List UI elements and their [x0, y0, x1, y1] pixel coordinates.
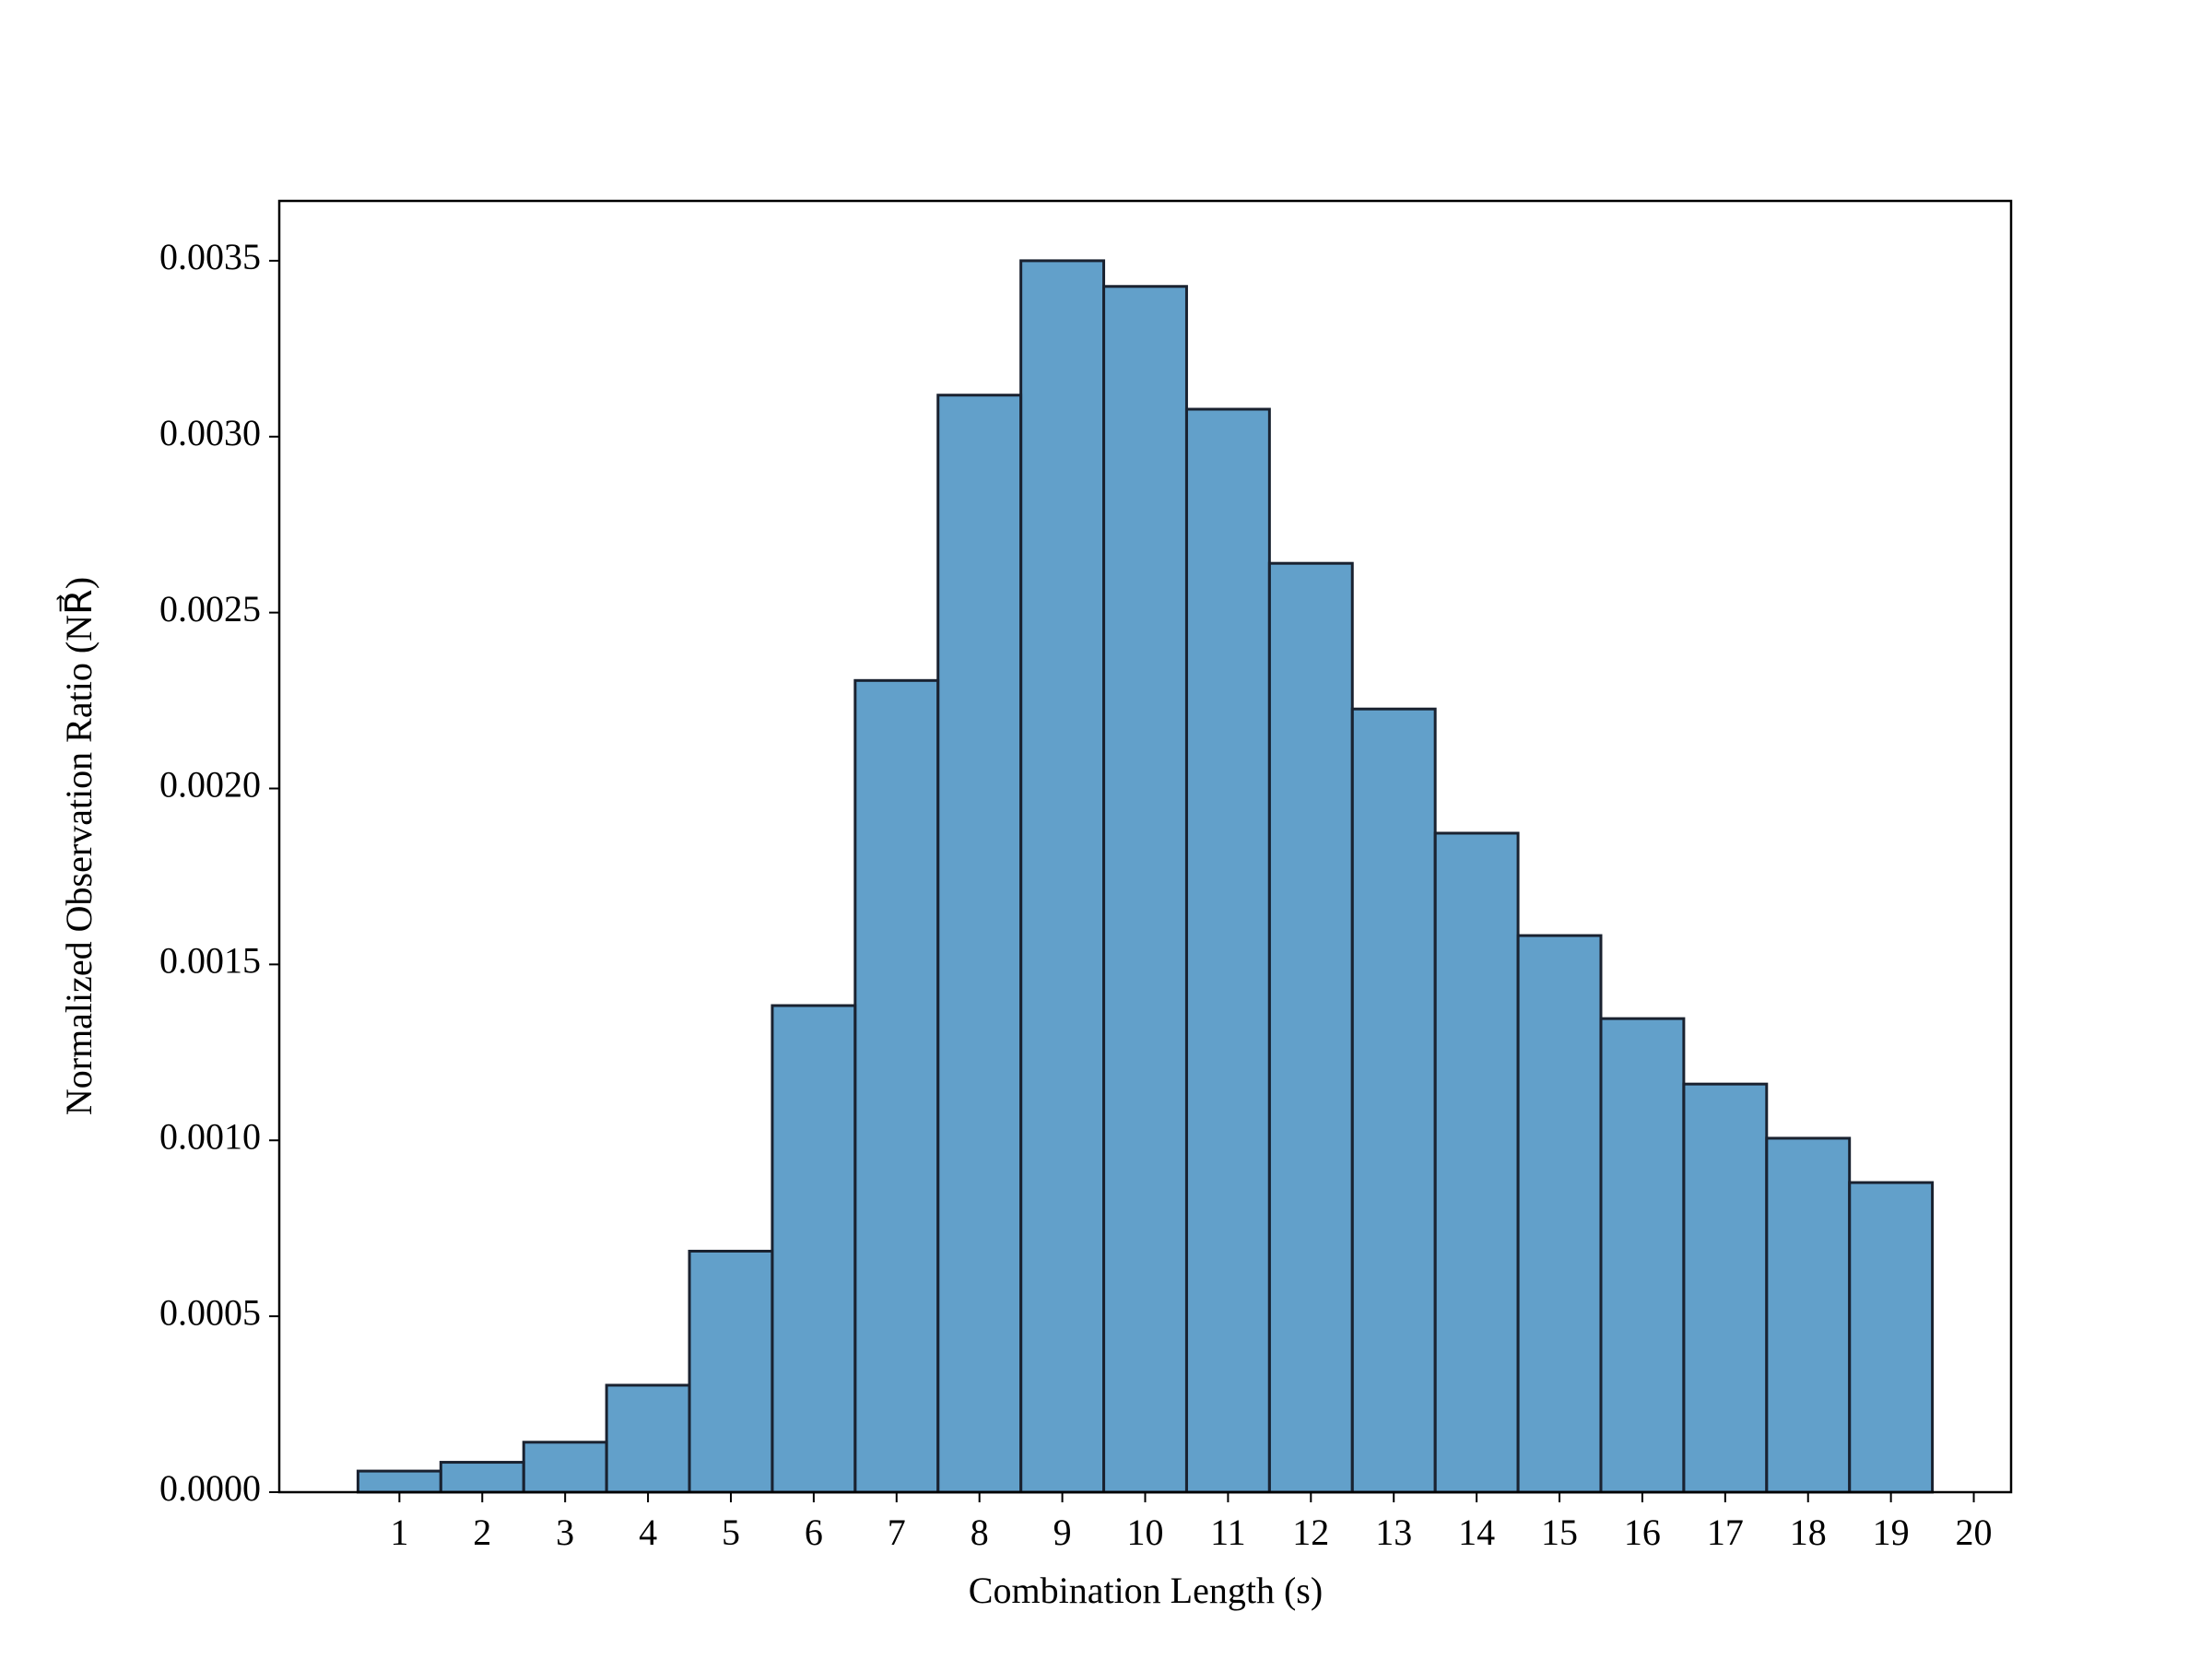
bar — [1599, 1017, 1686, 1494]
bar — [1682, 1082, 1769, 1494]
bar — [1765, 1136, 1852, 1494]
x-tick-label: 3 — [556, 1512, 574, 1553]
bar — [1184, 407, 1271, 1494]
plot-frame — [277, 199, 2013, 1494]
x-tick-label: 4 — [639, 1512, 657, 1553]
x-tick-label: 18 — [1790, 1512, 1827, 1553]
y-tick-label: 0.0000 — [159, 1467, 261, 1509]
y-tick-label: 0.0015 — [159, 940, 261, 982]
bar — [1433, 831, 1520, 1494]
y-tick-label: 0.0030 — [159, 412, 261, 453]
bar — [853, 678, 940, 1494]
bar — [439, 1461, 525, 1494]
bar — [1848, 1181, 1935, 1494]
bar — [1102, 285, 1188, 1494]
x-tick-label: 7 — [888, 1512, 906, 1553]
x-tick-label: 5 — [722, 1512, 740, 1553]
y-axis-label: Normalized Observation Ratio (NR⃗) — [56, 577, 100, 1115]
bar — [356, 1469, 442, 1494]
y-tick-label: 0.0020 — [159, 764, 261, 806]
bar — [605, 1383, 691, 1494]
y-tick-label: 0.0025 — [159, 588, 261, 629]
x-tick-label: 6 — [805, 1512, 823, 1553]
bar — [1350, 707, 1437, 1494]
y-tick-label: 0.0035 — [159, 236, 261, 277]
x-tick-label: 8 — [971, 1512, 989, 1553]
x-tick-label: 10 — [1127, 1512, 1164, 1553]
bar — [1019, 259, 1106, 1494]
x-tick-label: 13 — [1375, 1512, 1412, 1553]
x-tick-label: 20 — [1956, 1512, 1993, 1553]
bar — [1267, 561, 1354, 1494]
bar — [688, 1250, 774, 1494]
x-tick-label: 16 — [1624, 1512, 1661, 1553]
x-tick-label: 9 — [1053, 1512, 1072, 1553]
x-tick-label: 1 — [390, 1512, 408, 1553]
y-tick-label: 0.0010 — [159, 1115, 261, 1157]
bar — [771, 1004, 857, 1494]
x-tick-label: 12 — [1292, 1512, 1329, 1553]
y-tick-label: 0.0005 — [159, 1291, 261, 1333]
x-tick-label: 19 — [1873, 1512, 1910, 1553]
bar — [1516, 934, 1603, 1494]
x-tick-label: 14 — [1458, 1512, 1495, 1553]
x-tick-label: 15 — [1541, 1512, 1578, 1553]
x-tick-label: 2 — [473, 1512, 491, 1553]
x-tick-label: 17 — [1707, 1512, 1744, 1553]
bar — [936, 394, 1023, 1494]
x-axis-label: Combination Length (s) — [969, 1570, 1323, 1611]
bar — [522, 1441, 608, 1494]
x-tick-label: 11 — [1210, 1512, 1246, 1553]
